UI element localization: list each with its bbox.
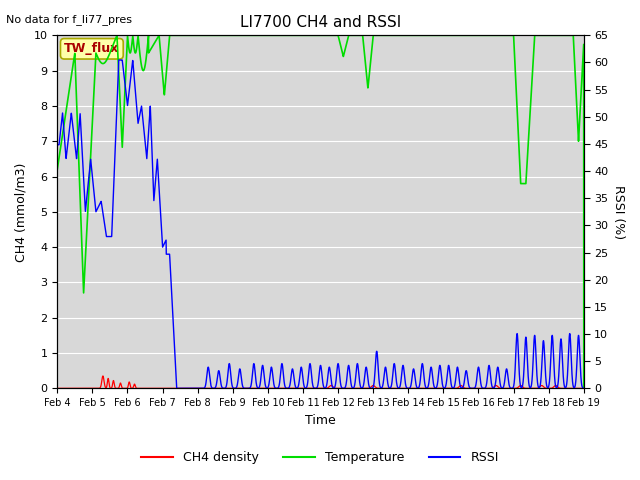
Y-axis label: RSSI (%): RSSI (%) bbox=[612, 185, 625, 239]
Text: No data for f_li77_pres: No data for f_li77_pres bbox=[6, 14, 132, 25]
X-axis label: Time: Time bbox=[305, 414, 336, 427]
Y-axis label: CH4 (mmol/m3): CH4 (mmol/m3) bbox=[15, 162, 28, 262]
Text: TW_flux: TW_flux bbox=[64, 42, 120, 55]
Title: LI7700 CH4 and RSSI: LI7700 CH4 and RSSI bbox=[240, 15, 401, 30]
Legend: CH4 density, Temperature, RSSI: CH4 density, Temperature, RSSI bbox=[136, 446, 504, 469]
